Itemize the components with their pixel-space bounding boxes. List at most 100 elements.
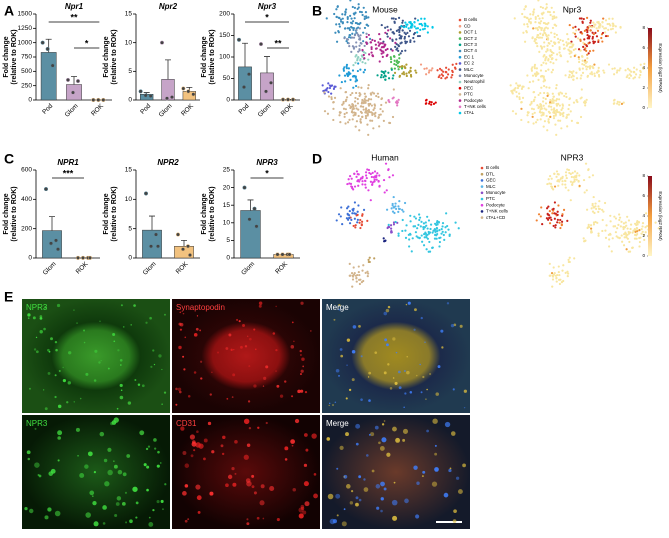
legend-marker [480, 216, 484, 219]
feature-point [561, 180, 564, 183]
umap-point [337, 16, 340, 19]
feature-point [527, 111, 530, 114]
legend-marker [458, 93, 462, 96]
feature-point [579, 115, 583, 119]
texture-dot [248, 426, 252, 430]
texture-dot [113, 340, 116, 343]
feature-point [547, 34, 550, 37]
texture-dot [44, 407, 48, 411]
umap-point [324, 89, 327, 92]
feature-point [551, 26, 555, 30]
umap-point [378, 43, 381, 46]
umap-point [363, 44, 366, 48]
umap-point [366, 274, 369, 278]
feature-point [638, 76, 641, 79]
umap-point [357, 270, 360, 274]
texture-dot [190, 454, 194, 458]
texture-dot [462, 463, 466, 468]
umap-point [398, 65, 401, 68]
feature-point [552, 111, 555, 114]
texture-dot [29, 508, 34, 514]
feature-point [640, 228, 643, 231]
feature-point [543, 78, 546, 81]
texture-dot [196, 495, 202, 501]
feature-point [591, 35, 594, 39]
texture-dot [251, 485, 255, 489]
feature-point [625, 248, 628, 251]
umap-point [416, 227, 419, 230]
umap-point [398, 34, 401, 37]
feature-point [622, 101, 625, 104]
umap-point [392, 88, 395, 91]
texture-dot [422, 375, 425, 379]
umap-point [367, 189, 370, 192]
umap-point [418, 22, 421, 26]
umap-point [323, 110, 327, 113]
feature-point [557, 184, 560, 187]
feature-point [592, 49, 595, 52]
texture-dot [164, 313, 166, 316]
umap-point [409, 39, 412, 42]
feature-point [601, 31, 605, 35]
umap-point [371, 181, 374, 184]
feature-point [539, 91, 542, 95]
feature-point [536, 118, 539, 121]
texture-dot [242, 323, 246, 327]
umap-point [438, 229, 441, 232]
umap-point [389, 56, 392, 59]
umap-point [391, 204, 394, 207]
umap-point [351, 32, 354, 35]
feature-point [537, 72, 540, 75]
umap-point [386, 35, 389, 38]
data-point [242, 185, 247, 190]
texture-dot [232, 373, 236, 377]
feature-point [587, 168, 590, 172]
feature-point [641, 225, 644, 228]
x-tick-label: ROK [75, 260, 90, 275]
feature-point [592, 66, 595, 70]
umap-point [435, 221, 439, 224]
umap-point [396, 104, 399, 107]
texture-dot [395, 437, 401, 443]
y-axis-label: (relative to ROK) [11, 29, 18, 84]
feature-point [558, 51, 561, 54]
feature-point [553, 185, 557, 188]
feature-point [543, 54, 546, 57]
feature-point [602, 69, 605, 72]
data-point [138, 89, 143, 94]
texture-dot [302, 365, 305, 368]
umap-point [335, 8, 338, 11]
texture-dot [339, 348, 343, 351]
texture-dot [421, 475, 424, 478]
umap-point [354, 125, 357, 128]
umap-point [353, 17, 356, 20]
texture-dot [446, 302, 450, 305]
feature-point [516, 86, 520, 90]
texture-dot [406, 370, 410, 375]
umap-point [415, 71, 418, 74]
texture-dot [383, 311, 388, 316]
feature-point [557, 41, 561, 44]
feature-point [539, 20, 543, 23]
feature-point [614, 217, 618, 220]
texture-dot [265, 421, 268, 425]
feature-point [526, 25, 529, 28]
y-axis-label: Fold change [103, 36, 110, 77]
umap-point [362, 108, 365, 111]
umap-point [424, 99, 428, 102]
texture-dot [62, 378, 66, 383]
feature-point [545, 62, 548, 65]
umap-point [405, 224, 408, 227]
umap-point [384, 31, 387, 34]
feature-point [555, 280, 558, 283]
umap-point [332, 101, 335, 104]
umap-point [340, 206, 343, 209]
umap-point [365, 15, 368, 18]
feature-point [556, 273, 559, 277]
feature-point [593, 72, 596, 75]
feature-point [588, 49, 592, 53]
texture-dot [426, 429, 429, 433]
texture-dot [232, 482, 237, 487]
feature-point [567, 48, 570, 51]
texture-dot [385, 308, 390, 313]
